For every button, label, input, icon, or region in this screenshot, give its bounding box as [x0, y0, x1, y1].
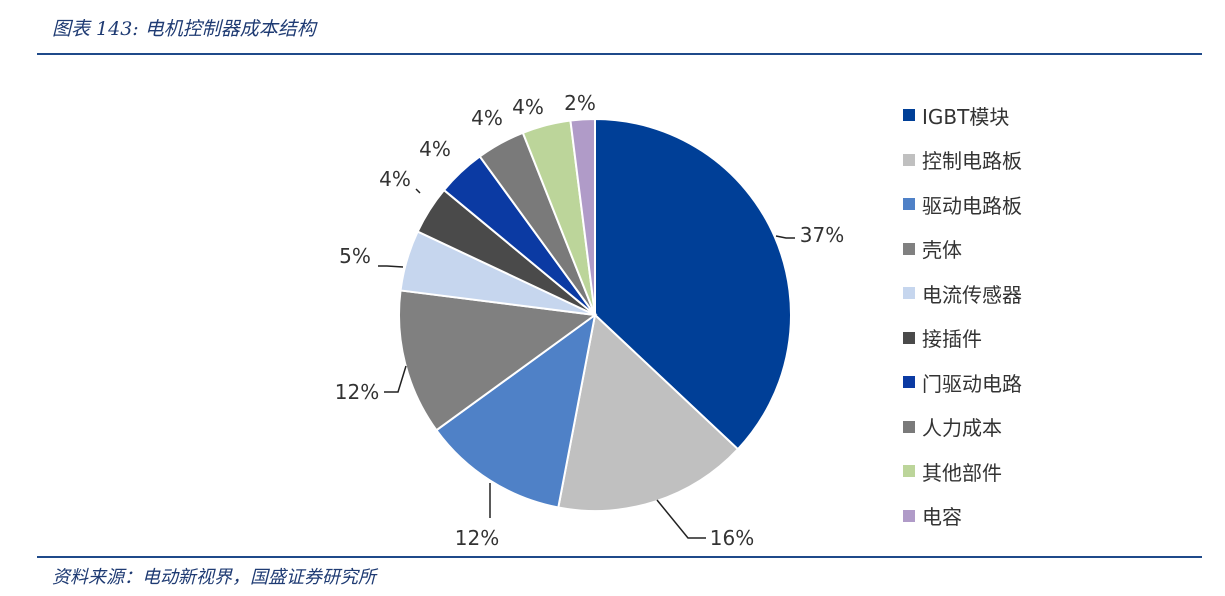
source-note: 资料来源：电动新视界，国盛证券研究所	[52, 567, 376, 588]
legend-swatch	[903, 509, 915, 522]
legend-item: 电容	[903, 494, 1022, 539]
chart-legend: IGBT模块 控制电路板驱动电路板壳体电流传感器接插件门驱动电路人力成本其他部件电…	[903, 93, 1022, 538]
legend-label: 其他部件	[922, 460, 1002, 485]
legend-label: 门驱动电路	[922, 371, 1022, 396]
legend-label: 接插件	[922, 327, 982, 352]
legend-swatch	[903, 420, 915, 433]
data-label: 4%	[379, 167, 411, 191]
legend-swatch	[903, 198, 915, 211]
pie-slice	[594, 117, 793, 451]
legend-item: 接插件	[903, 316, 1022, 361]
pie-slices	[398, 117, 793, 512]
pie-slice	[435, 312, 597, 509]
legend-swatch	[903, 376, 915, 389]
legend-swatch	[903, 153, 915, 166]
legend-item: 门驱动电路	[903, 360, 1022, 405]
data-label: 4%	[471, 106, 503, 130]
legend-label: IGBT模块	[922, 104, 1010, 129]
legend-swatch	[903, 331, 915, 344]
pie-slice	[398, 289, 598, 432]
legend-swatch	[903, 109, 915, 122]
data-label: 4%	[419, 137, 451, 161]
data-label: 2%	[564, 91, 596, 115]
legend-item: 控制电路板	[903, 138, 1022, 183]
legend-item: 电流传感器	[903, 271, 1022, 316]
legend-swatch	[903, 242, 915, 255]
leader-line	[415, 188, 421, 194]
legend-label: 控制电路板	[922, 149, 1022, 174]
legend-label: 壳体	[922, 238, 962, 263]
legend-item: IGBT模块	[903, 93, 1022, 138]
leader-line	[775, 235, 795, 239]
legend-swatch	[903, 465, 915, 478]
data-label: 16%	[710, 526, 754, 550]
legend-item: 壳体	[903, 227, 1022, 272]
legend-label: 电流传感器	[922, 282, 1022, 307]
data-label: 12%	[335, 380, 379, 404]
data-label: 37%	[800, 223, 844, 247]
data-label: 12%	[455, 526, 499, 550]
legend-item: 其他部件	[903, 449, 1022, 494]
legend-label: 驱动电路板	[922, 193, 1022, 218]
pie-slice	[569, 117, 596, 316]
data-label: 5%	[339, 244, 371, 268]
data-labels: 37% 16% 12% 12% 5% 4% 4% 4% 4% 2%	[335, 91, 844, 550]
legend-label: 人力成本	[922, 416, 1002, 441]
legend-item: 驱动电路板	[903, 182, 1022, 227]
pie-slice	[557, 313, 740, 512]
data-label: 4%	[512, 95, 544, 119]
chart-title: 图表 143: 电机控制器成本结构	[52, 18, 316, 40]
legend-label: 电容	[922, 505, 962, 530]
top-rule	[37, 53, 1202, 55]
leader-line	[384, 365, 407, 393]
leader-line	[378, 265, 404, 268]
leader-line	[656, 499, 706, 539]
legend-swatch	[903, 287, 915, 300]
bottom-rule	[37, 556, 1202, 558]
legend-item: 人力成本	[903, 405, 1022, 450]
